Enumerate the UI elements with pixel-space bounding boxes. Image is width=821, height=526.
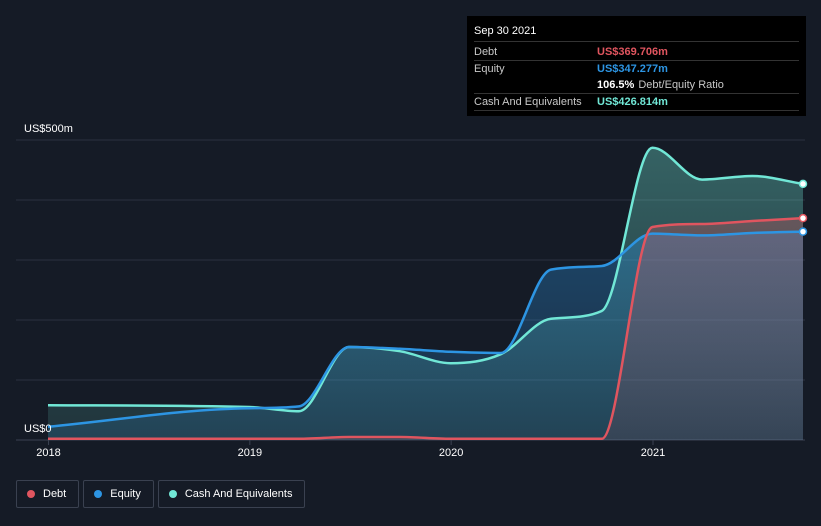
cash-dot-icon [168, 490, 177, 498]
equity-line [47, 230, 804, 429]
legend-item-debt[interactable]: Debt [16, 480, 80, 508]
y-axis-zero-label: US$0 [24, 423, 52, 435]
debt-endpoint [798, 213, 808, 223]
tooltip-equity-label: Equity [474, 63, 505, 75]
tooltip-cash-label: Cash And Equivalents [474, 96, 582, 108]
tooltip-ratio-label: Debt/Equity Ratio [638, 79, 724, 91]
tooltip-ratio-value: 106.5% [597, 79, 635, 91]
x-tick-label: 2020 [439, 447, 463, 459]
tooltip-row-ratio: 106.5% Debt/Equity Ratio [474, 77, 799, 94]
equity-endpoint [798, 227, 808, 236]
tooltip-panel: Sep 30 2021 Debt US$369.706m Equity US$3… [467, 16, 806, 116]
tooltip-equity-value: US$347.277m [597, 63, 668, 75]
x-tick-label: 2019 [238, 447, 262, 459]
tooltip-row-debt: Debt US$369.706m [474, 44, 799, 61]
debt-area [48, 218, 803, 440]
tooltip-cash-value: US$426.814m [597, 96, 668, 108]
series-endpoints [798, 179, 808, 236]
legend-debt-label: Debt [43, 488, 67, 500]
legend-item-equity[interactable]: Equity [83, 480, 154, 508]
series-areas [48, 147, 803, 441]
legend-cash-label: Cash And Equivalents [184, 488, 293, 500]
debt-dot-icon [27, 490, 35, 498]
equity-dot-icon [94, 490, 103, 498]
x-axis-ticks: 2018 2019 2020 2021 [36, 440, 665, 459]
legend-equity-label: Equity [110, 488, 141, 500]
series-lines [47, 146, 804, 441]
chart-legend: Debt Equity Cash And Equivalents [16, 480, 306, 508]
legend-item-cash[interactable]: Cash And Equivalents [157, 480, 306, 508]
x-tick-label: 2021 [641, 447, 665, 459]
y-axis-top-label: US$500m [24, 123, 73, 135]
x-tick-label: 2018 [36, 447, 60, 459]
debt-line [47, 216, 804, 441]
tooltip-debt-value: US$369.706m [597, 46, 668, 58]
cash-and-equivalents-endpoint [798, 179, 808, 189]
tooltip-row-cash: Cash And Equivalents US$426.814m [474, 94, 799, 111]
tooltip-row-equity: Equity US$347.277m [474, 61, 799, 77]
tooltip-debt-label: Debt [474, 46, 498, 58]
tooltip-date: Sep 30 2021 [474, 23, 799, 42]
